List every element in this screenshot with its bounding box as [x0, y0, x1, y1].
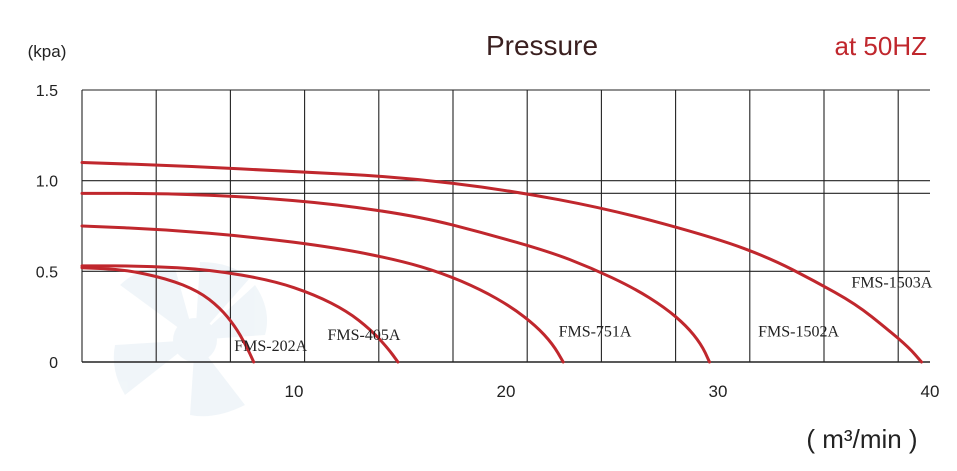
- chart-curves: [80, 161, 923, 364]
- chart-title: Pressure: [486, 30, 598, 61]
- series-label-fms-751a: FMS-751A: [559, 324, 632, 341]
- y-tick-label: 0.5: [36, 264, 58, 281]
- fan-watermark: [113, 262, 268, 417]
- series-curve-fms-751a: [80, 224, 565, 364]
- series-curve-fms-1503a: [80, 161, 923, 364]
- series-curve-fms-1502a: [80, 191, 711, 364]
- series-label-fms-1502a: FMS-1502A: [758, 324, 839, 341]
- x-axis-label: ( m³/min ): [806, 424, 917, 454]
- y-tick-label: 1.5: [36, 83, 58, 100]
- y-axis-label: (kpa): [28, 42, 67, 61]
- x-tick-label: 30: [709, 382, 728, 401]
- series-curve-fms-405a: [80, 264, 400, 364]
- series-label-fms-1503a: FMS-1503A: [851, 275, 932, 292]
- y-tick-label: 0: [49, 355, 58, 372]
- series-curve-fms-202a: [80, 266, 256, 364]
- chart-tick-labels: 0 0.5 1.0 1.5 10 20 30 40: [36, 83, 940, 401]
- series-label-fms-405a: FMS-405A: [328, 327, 401, 344]
- chart-series-labels: FMS-202A FMS-405A FMS-751A FMS-1502A FMS-150…: [234, 275, 933, 355]
- chart-subtitle: at 50HZ: [835, 31, 928, 61]
- y-tick-label: 1.0: [36, 174, 58, 191]
- series-label-fms-202a: FMS-202A: [234, 338, 307, 355]
- x-tick-label: 20: [497, 382, 516, 401]
- x-tick-label: 40: [921, 382, 940, 401]
- x-tick-label: 10: [285, 382, 304, 401]
